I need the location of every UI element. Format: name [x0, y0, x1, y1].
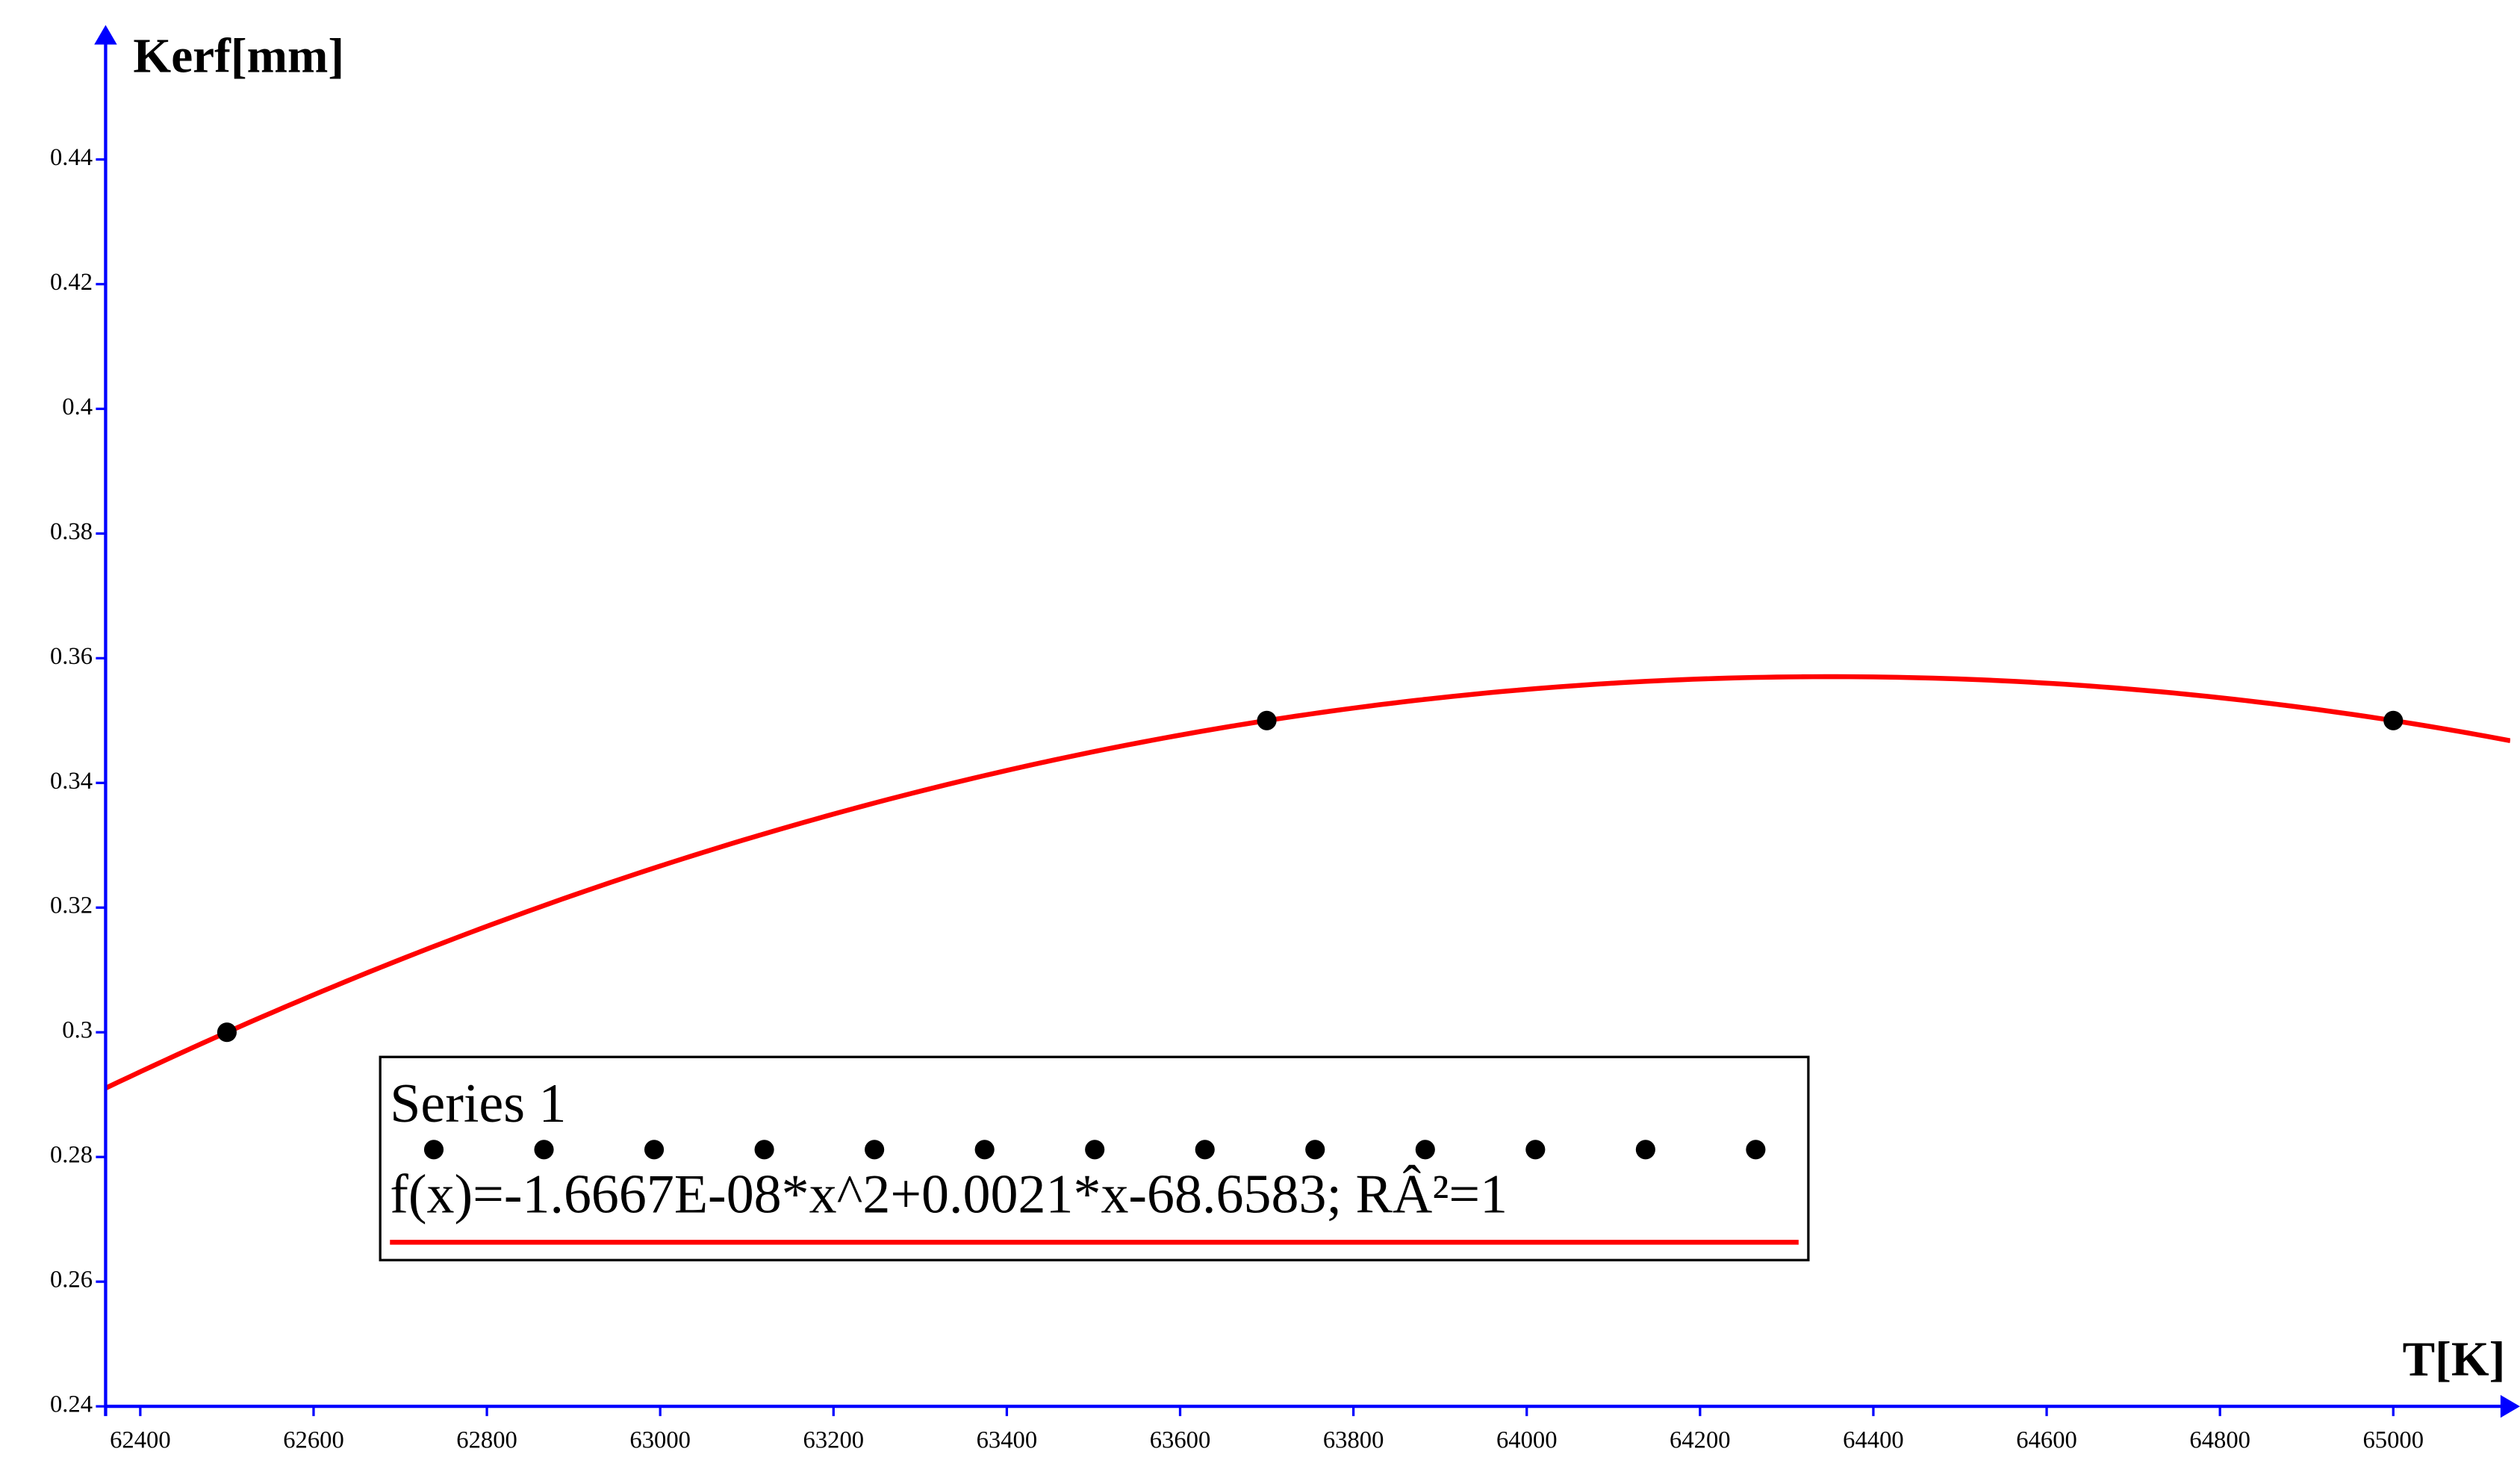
x-axis-arrow	[2500, 1394, 2520, 1418]
legend-marker	[423, 1140, 444, 1160]
legend-marker	[1415, 1140, 1435, 1160]
y-tick-label: 0.42	[50, 269, 93, 296]
y-tick-label: 0.32	[50, 892, 93, 919]
y-tick-label: 0.3	[62, 1017, 93, 1044]
x-tick-label: 63200	[803, 1426, 865, 1453]
legend-marker	[1085, 1140, 1105, 1160]
x-tick-label: 63400	[977, 1426, 1038, 1453]
x-tick-label: 63600	[1150, 1426, 1211, 1453]
legend-marker	[1195, 1140, 1215, 1160]
y-tick-label: 0.26	[50, 1267, 93, 1294]
x-tick-label: 64200	[1670, 1426, 1731, 1453]
y-tick-label: 0.4	[62, 394, 93, 420]
y-tick-label: 0.36	[50, 643, 93, 670]
x-tick-label: 64800	[2189, 1426, 2250, 1453]
legend-marker	[974, 1140, 995, 1160]
y-tick-label: 0.28	[50, 1142, 93, 1169]
legend-trendline-label: f(x)=-1.6667E-08*x^2+0.0021*x-68.6583; R…	[390, 1164, 1508, 1226]
legend-marker	[534, 1140, 554, 1160]
y-tick-label: 0.44	[50, 144, 93, 171]
legend-marker	[754, 1140, 774, 1160]
trendline	[105, 674, 2510, 1090]
x-tick-label: 64000	[1496, 1426, 1558, 1453]
y-axis-arrow	[94, 25, 117, 45]
legend-marker	[865, 1140, 885, 1160]
x-tick-label: 63800	[1323, 1426, 1384, 1453]
data-point	[2383, 710, 2404, 730]
legend-marker	[1525, 1140, 1546, 1160]
x-axis-title: T[K]	[2403, 1333, 2506, 1387]
x-tick-label: 64400	[1843, 1426, 1904, 1453]
data-point	[1257, 710, 1277, 730]
x-tick-label: 62600	[283, 1426, 344, 1453]
legend-marker	[1305, 1140, 1325, 1160]
y-axis-title: Kerf[mm]	[133, 29, 344, 83]
legend-marker	[1635, 1140, 1655, 1160]
x-tick-label: 65000	[2362, 1426, 2424, 1453]
x-tick-label: 62400	[110, 1426, 171, 1453]
x-tick-label: 63000	[629, 1426, 691, 1453]
y-tick-label: 0.38	[50, 518, 93, 545]
y-tick-label: 0.34	[50, 768, 93, 795]
x-tick-label: 62800	[456, 1426, 517, 1453]
legend-marker	[644, 1140, 665, 1160]
data-point	[217, 1022, 237, 1043]
x-tick-label: 64600	[2016, 1426, 2077, 1453]
legend-series-name: Series 1	[390, 1073, 566, 1134]
y-tick-label: 0.24	[50, 1391, 93, 1418]
legend-marker	[1746, 1140, 1766, 1160]
